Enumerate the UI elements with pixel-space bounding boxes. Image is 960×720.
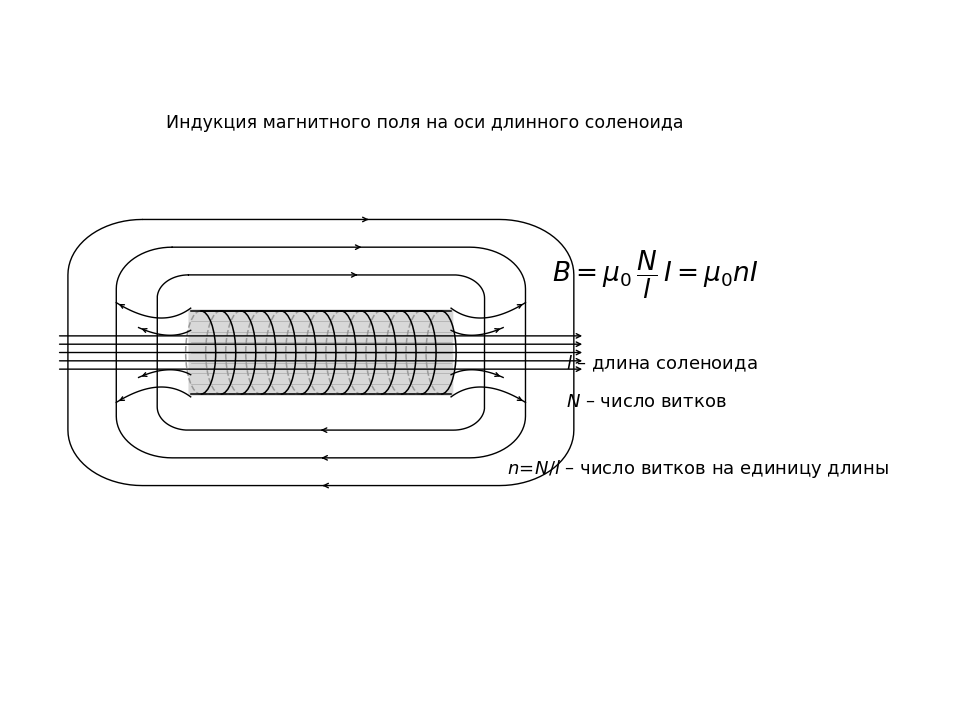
Text: $l$ – длина соленоида: $l$ – длина соленоида: [566, 354, 758, 374]
FancyBboxPatch shape: [188, 310, 453, 396]
Text: $n\!=\!N/l$ – число витков на единицу длины: $n\!=\!N/l$ – число витков на единицу дл…: [507, 458, 889, 480]
Text: $B = \mu_0\,\dfrac{N}{l}\,I = \mu_0 n I$: $B = \mu_0\,\dfrac{N}{l}\,I = \mu_0 n I$: [552, 249, 759, 301]
Text: $N$ – число витков: $N$ – число витков: [566, 393, 727, 411]
Text: Индукция магнитного поля на оси длинного соленоида: Индукция магнитного поля на оси длинного…: [166, 114, 684, 132]
